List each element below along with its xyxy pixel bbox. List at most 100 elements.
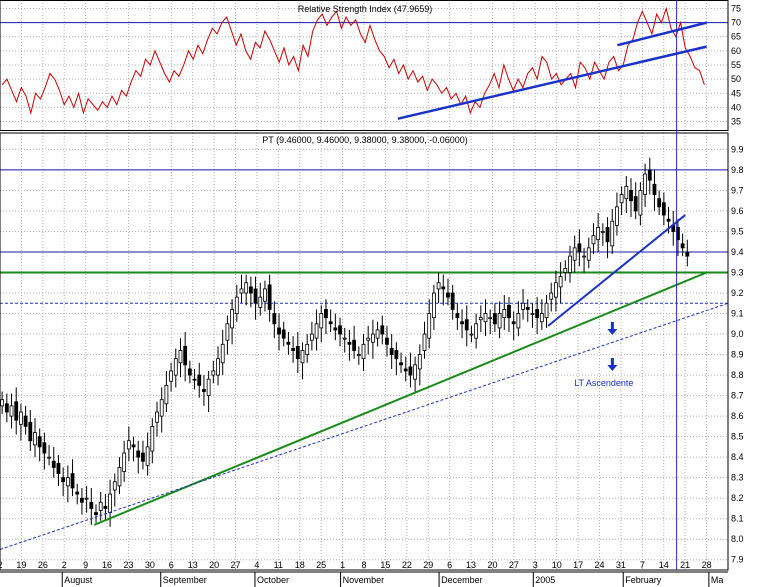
x-tick-label: 19 [16,560,26,570]
candle-body [14,401,19,421]
rsi-y-tick-label: 45 [731,88,741,98]
x-tick-label: 25 [316,560,326,570]
candle-body [408,366,413,376]
price-y-tick-label: 9.0 [731,329,744,339]
price-y-tick-label: 9.6 [731,206,744,216]
candle-body [464,319,469,331]
down-arrow-shaft [610,358,614,365]
candle-body [577,243,582,253]
rsi-y-tick-label: 40 [731,102,741,112]
x-tick-label: 30 [145,560,155,570]
x-tick-label: 6 [447,560,452,570]
candle-body [385,337,389,345]
rsi-border [0,0,729,131]
x-tick-label: 16 [102,560,112,570]
x-tick-label: 23 [123,560,133,570]
candle-body [80,497,84,503]
price-y-tick-label: 9.1 [731,309,744,319]
candle-body [164,384,169,405]
blue-trendline [547,214,686,327]
price-y-tick-label: 9.4 [731,247,744,257]
down-arrow-head [607,365,618,371]
x-tick-label: 20 [209,560,219,570]
price-y-tick-label: 9.8 [731,165,744,175]
rsi-title: Relative Strength Index (47.9659) [298,4,433,14]
candle-body [544,302,549,319]
candle-body [478,317,483,321]
candle-body [42,442,47,454]
price-y-tick-label: 9.9 [731,144,744,154]
candle-body [267,284,272,310]
candle-body [563,268,568,273]
down-arrow-head [607,329,618,335]
candle-body [94,512,98,516]
price-y-tick-label: 8.5 [731,432,744,442]
price-border [0,132,729,571]
rsi-y-tick-label: 65 [731,32,741,42]
candle-body [314,323,319,339]
month-label: December [441,575,483,585]
candle-body [450,292,455,310]
candle-body [638,190,643,216]
candle-body [75,491,80,495]
candle-body [248,286,253,294]
candle-body [272,313,277,325]
candle-body [70,473,75,489]
candle-body [112,481,117,491]
price-y-tick-label: 9.3 [731,268,744,278]
candle-body [652,183,657,195]
candle-body [389,348,394,355]
price-y-tick-label: 8.0 [731,534,744,544]
candle-body [319,313,324,329]
x-tick-label: 27 [509,560,519,570]
candle-body [413,364,418,380]
candle-body [169,370,173,382]
candle-body [511,321,516,325]
candle-body [539,313,544,323]
candle-body [28,421,33,442]
month-label: August [64,575,93,585]
candle-body [0,399,5,407]
rsi-y-tick-label: 75 [731,3,741,13]
candle-body [145,446,150,466]
candle-body [427,313,432,339]
candle-body [33,432,37,446]
candle-body [178,350,183,364]
candle-body [239,288,244,294]
candle-body [136,450,141,458]
candle-body [455,313,460,319]
x-tick-label: 18 [295,560,305,570]
candle-body [394,350,399,360]
candle-body [220,343,225,364]
candle-body [263,288,267,302]
candle-body [84,497,89,500]
candle-body [680,243,685,249]
x-tick-label: 8 [361,560,366,570]
price-y-tick-label: 9.5 [731,226,744,236]
candle-body [333,327,338,331]
x-tick-label: 31 [616,560,626,570]
x-tick-label: 20 [487,560,497,570]
price-title: PT (9.46000, 9.46000, 9.38000, 9.38000, … [262,135,468,145]
candle-body [488,317,493,320]
rsi-y-tick-label: 50 [731,74,741,84]
candle-body [295,345,300,360]
candle-body [446,292,450,298]
candle-body [51,460,56,468]
candle-body [370,333,375,343]
candle-body [4,403,9,413]
x-tick-label: 11 [274,560,283,570]
candle-body [56,462,61,474]
candle-body [328,321,333,325]
candle-body [493,313,497,325]
candle-body [277,327,281,335]
candle-body [483,313,488,323]
candle-body [399,362,403,366]
month-label: October [257,575,289,585]
candle-body [187,368,192,376]
candle-body [436,282,441,290]
candle-body [103,505,108,509]
candle-body [469,333,474,336]
candle-body [131,444,136,448]
